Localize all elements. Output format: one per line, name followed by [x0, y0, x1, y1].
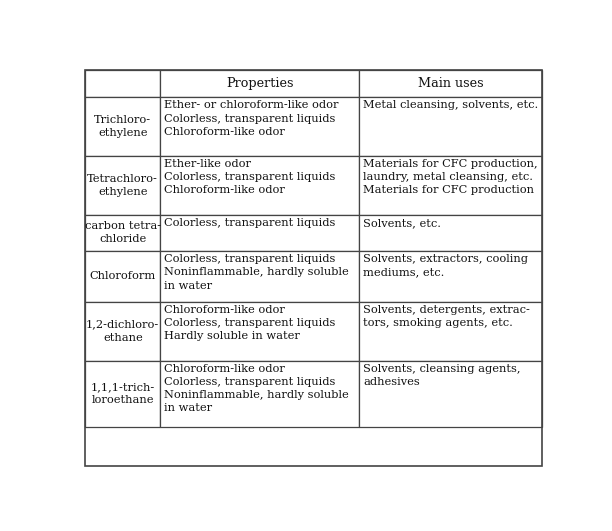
Text: Tetrachloro-
ethylene: Tetrachloro- ethylene: [88, 174, 158, 197]
Text: Metal cleansing, solvents, etc.: Metal cleansing, solvents, etc.: [363, 100, 539, 110]
Bar: [85, 215, 160, 251]
Bar: [359, 361, 542, 427]
Text: Solvents, detergents, extrac-
tors, smoking agents, etc.: Solvents, detergents, extrac- tors, smok…: [363, 305, 530, 328]
Bar: [359, 156, 542, 215]
Bar: [85, 361, 160, 427]
Bar: [359, 251, 542, 302]
Text: Trichloro-
ethylene: Trichloro- ethylene: [94, 115, 151, 138]
Text: Materials for CFC production,
laundry, metal cleansing, etc.
Materials for CFC p: Materials for CFC production, laundry, m…: [363, 159, 538, 195]
Text: Chloroform-like odor
Colorless, transparent liquids
Hardly soluble in water: Chloroform-like odor Colorless, transpar…: [164, 305, 335, 341]
Bar: [160, 251, 359, 302]
Text: Ether- or chloroform-like odor
Colorless, transparent liquids
Chloroform-like od: Ether- or chloroform-like odor Colorless…: [164, 100, 338, 137]
Bar: [160, 156, 359, 215]
Bar: [359, 70, 542, 97]
Text: Colorless, transparent liquids: Colorless, transparent liquids: [164, 218, 335, 228]
Bar: [85, 97, 160, 156]
Bar: [85, 156, 160, 215]
Text: Ether-like odor
Colorless, transparent liquids
Chloroform-like odor: Ether-like odor Colorless, transparent l…: [164, 159, 335, 195]
Text: Solvents, extractors, cooling
mediums, etc.: Solvents, extractors, cooling mediums, e…: [363, 254, 528, 278]
Bar: [85, 302, 160, 361]
Text: Main uses: Main uses: [418, 77, 483, 90]
Text: 1,2-dichloro-
ethane: 1,2-dichloro- ethane: [86, 320, 159, 343]
Bar: [160, 215, 359, 251]
Bar: [160, 70, 359, 97]
Text: Colorless, transparent liquids
Noninflammable, hardly soluble
in water: Colorless, transparent liquids Noninflam…: [164, 254, 349, 290]
Bar: [359, 97, 542, 156]
Text: Chloroform-like odor
Colorless, transparent liquids
Noninflammable, hardly solub: Chloroform-like odor Colorless, transpar…: [164, 364, 349, 413]
Bar: [85, 251, 160, 302]
Text: carbon tetra-
chloride: carbon tetra- chloride: [84, 221, 161, 244]
Text: Chloroform: Chloroform: [89, 271, 156, 281]
Bar: [160, 302, 359, 361]
Bar: [160, 361, 359, 427]
Bar: [160, 97, 359, 156]
Text: Solvents, cleansing agents,
adhesives: Solvents, cleansing agents, adhesives: [363, 364, 521, 387]
Text: Properties: Properties: [226, 77, 294, 90]
Bar: [359, 302, 542, 361]
Text: 1,1,1-trich-
loroethane: 1,1,1-trich- loroethane: [91, 382, 155, 405]
Bar: [359, 215, 542, 251]
Text: Solvents, etc.: Solvents, etc.: [363, 218, 441, 228]
Bar: [85, 70, 160, 97]
